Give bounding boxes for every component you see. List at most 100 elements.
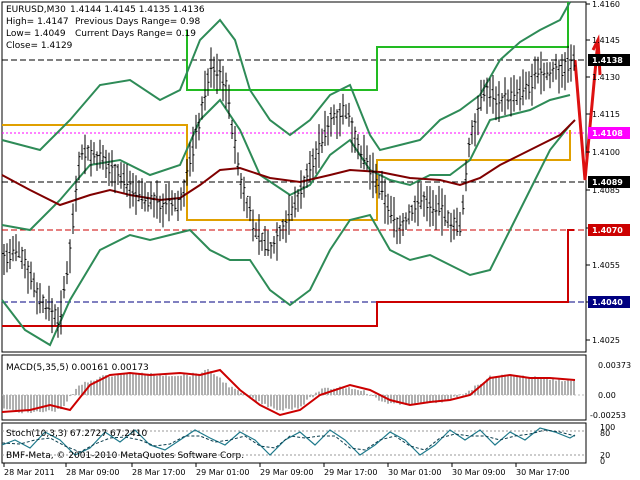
macd-bar [372, 395, 374, 396]
price-axis: 1.41601.41451.41301.41151.41001.40851.40… [586, 0, 620, 345]
red-range-line [2, 229, 574, 327]
macd-bar [360, 390, 362, 395]
macd-bar [36, 395, 38, 412]
macd-bar [306, 395, 308, 400]
macd-bar [120, 375, 122, 395]
macd-bar [111, 376, 113, 395]
macd-bar [543, 377, 545, 395]
macd-bar [450, 395, 452, 399]
macd-bar [189, 376, 191, 395]
price-tick-label: 1.4130 [592, 73, 620, 82]
macd-bar [351, 389, 353, 395]
macd-bar [336, 388, 338, 395]
macd-bar [138, 373, 140, 395]
macd-bar [393, 395, 395, 404]
macd-bar [348, 387, 350, 395]
macd-bar [147, 373, 149, 395]
macd-bar [558, 378, 560, 395]
macd-bar [33, 395, 35, 412]
macd-bar [237, 390, 239, 395]
macd-bar [108, 377, 110, 395]
macd-bar [162, 375, 164, 395]
macd-bar [27, 395, 29, 413]
macd-bar [135, 374, 137, 395]
price-tick-label: 1.4025 [592, 336, 620, 345]
price-tag-label: 1.4089 [592, 178, 623, 187]
macd-bar [180, 375, 182, 395]
macd-bar [315, 392, 317, 395]
macd-bar [429, 395, 431, 402]
macd-bar [216, 376, 218, 395]
macd-bar [207, 369, 209, 395]
macd-title: MACD(5,35,5) 0.00161 0.00173 [6, 363, 149, 373]
macd-bar [72, 394, 74, 395]
macd-bar [240, 392, 242, 395]
macd-bar [57, 395, 59, 409]
macd-bar [486, 378, 488, 395]
macd-bar [252, 395, 254, 398]
price-tag-box [588, 176, 630, 188]
ohlc-values: 1.4144 1.4145 1.4135 1.4136 [70, 5, 205, 15]
macd-bar [78, 385, 80, 395]
macd-bar [12, 395, 14, 411]
macd-bar [117, 374, 119, 395]
macd-bar [141, 372, 143, 395]
macd-histogram [3, 369, 575, 414]
macd-bar [546, 378, 548, 395]
macd-bar [411, 395, 413, 406]
macd-bar [213, 374, 215, 395]
macd-bar [66, 395, 68, 402]
macd-bar [165, 375, 167, 395]
macd-bar [453, 395, 455, 397]
macd-bar [381, 395, 383, 402]
stoch-tick-0: 0 [600, 457, 605, 466]
macd-bar [408, 395, 410, 406]
macd-bar [309, 395, 311, 398]
macd-bar [48, 395, 50, 411]
macd-bar [420, 395, 422, 404]
macd-bar [414, 395, 416, 405]
macd-bar [537, 378, 539, 395]
macd-bar [198, 374, 200, 395]
macd-bar [402, 395, 404, 404]
bollinger-lower [1, 124, 571, 347]
low-label: Low= 1.4049 [6, 29, 66, 39]
macd-bar [354, 389, 356, 395]
macd-bar [525, 377, 527, 395]
macd-bar [423, 395, 425, 403]
macd-bar [153, 373, 155, 395]
macd-bar [273, 395, 275, 409]
macd-bar [81, 384, 83, 395]
price-tag-box [588, 54, 630, 66]
macd-bar [378, 395, 380, 401]
stochastic-panel[interactable] [1, 422, 587, 464]
stoch-tick-80: 80 [600, 429, 610, 438]
price-tag-label: 1.4070 [592, 226, 623, 235]
macd-bar [513, 376, 515, 395]
macd-bar [426, 395, 428, 404]
macd-bar [258, 395, 260, 402]
main-chart-panel[interactable] [1, 1, 587, 353]
current-days-range: Current Days Range= 0.19 [75, 29, 196, 39]
orange-range-line [2, 124, 571, 221]
macd-bar [132, 372, 134, 395]
macd-bar [150, 372, 152, 395]
macd-bar [177, 375, 179, 395]
macd-bar [333, 388, 335, 395]
macd-bar [504, 374, 506, 395]
macd-bar [60, 395, 62, 410]
macd-bar [540, 378, 542, 395]
macd-bar [195, 373, 197, 395]
macd-tick-top: 0.00373 [598, 361, 631, 370]
macd-bar [294, 395, 296, 408]
macd-bar [522, 375, 524, 395]
macd-bar [63, 395, 65, 406]
high-label: High= 1.4147 [6, 17, 69, 27]
macd-bar [438, 395, 440, 401]
macd-bar [300, 395, 302, 407]
bright-green-range-line [186, 2, 569, 91]
macd-bar [288, 395, 290, 409]
macd-bar [561, 381, 563, 395]
macd-bar [495, 377, 497, 395]
